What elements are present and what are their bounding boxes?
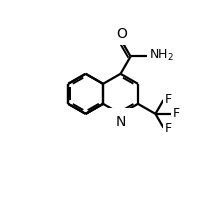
Text: F: F xyxy=(165,122,172,135)
Text: F: F xyxy=(165,93,172,106)
Text: O: O xyxy=(116,27,127,41)
Text: F: F xyxy=(173,107,180,120)
Text: N: N xyxy=(115,115,126,129)
Text: NH$_2$: NH$_2$ xyxy=(149,48,174,63)
